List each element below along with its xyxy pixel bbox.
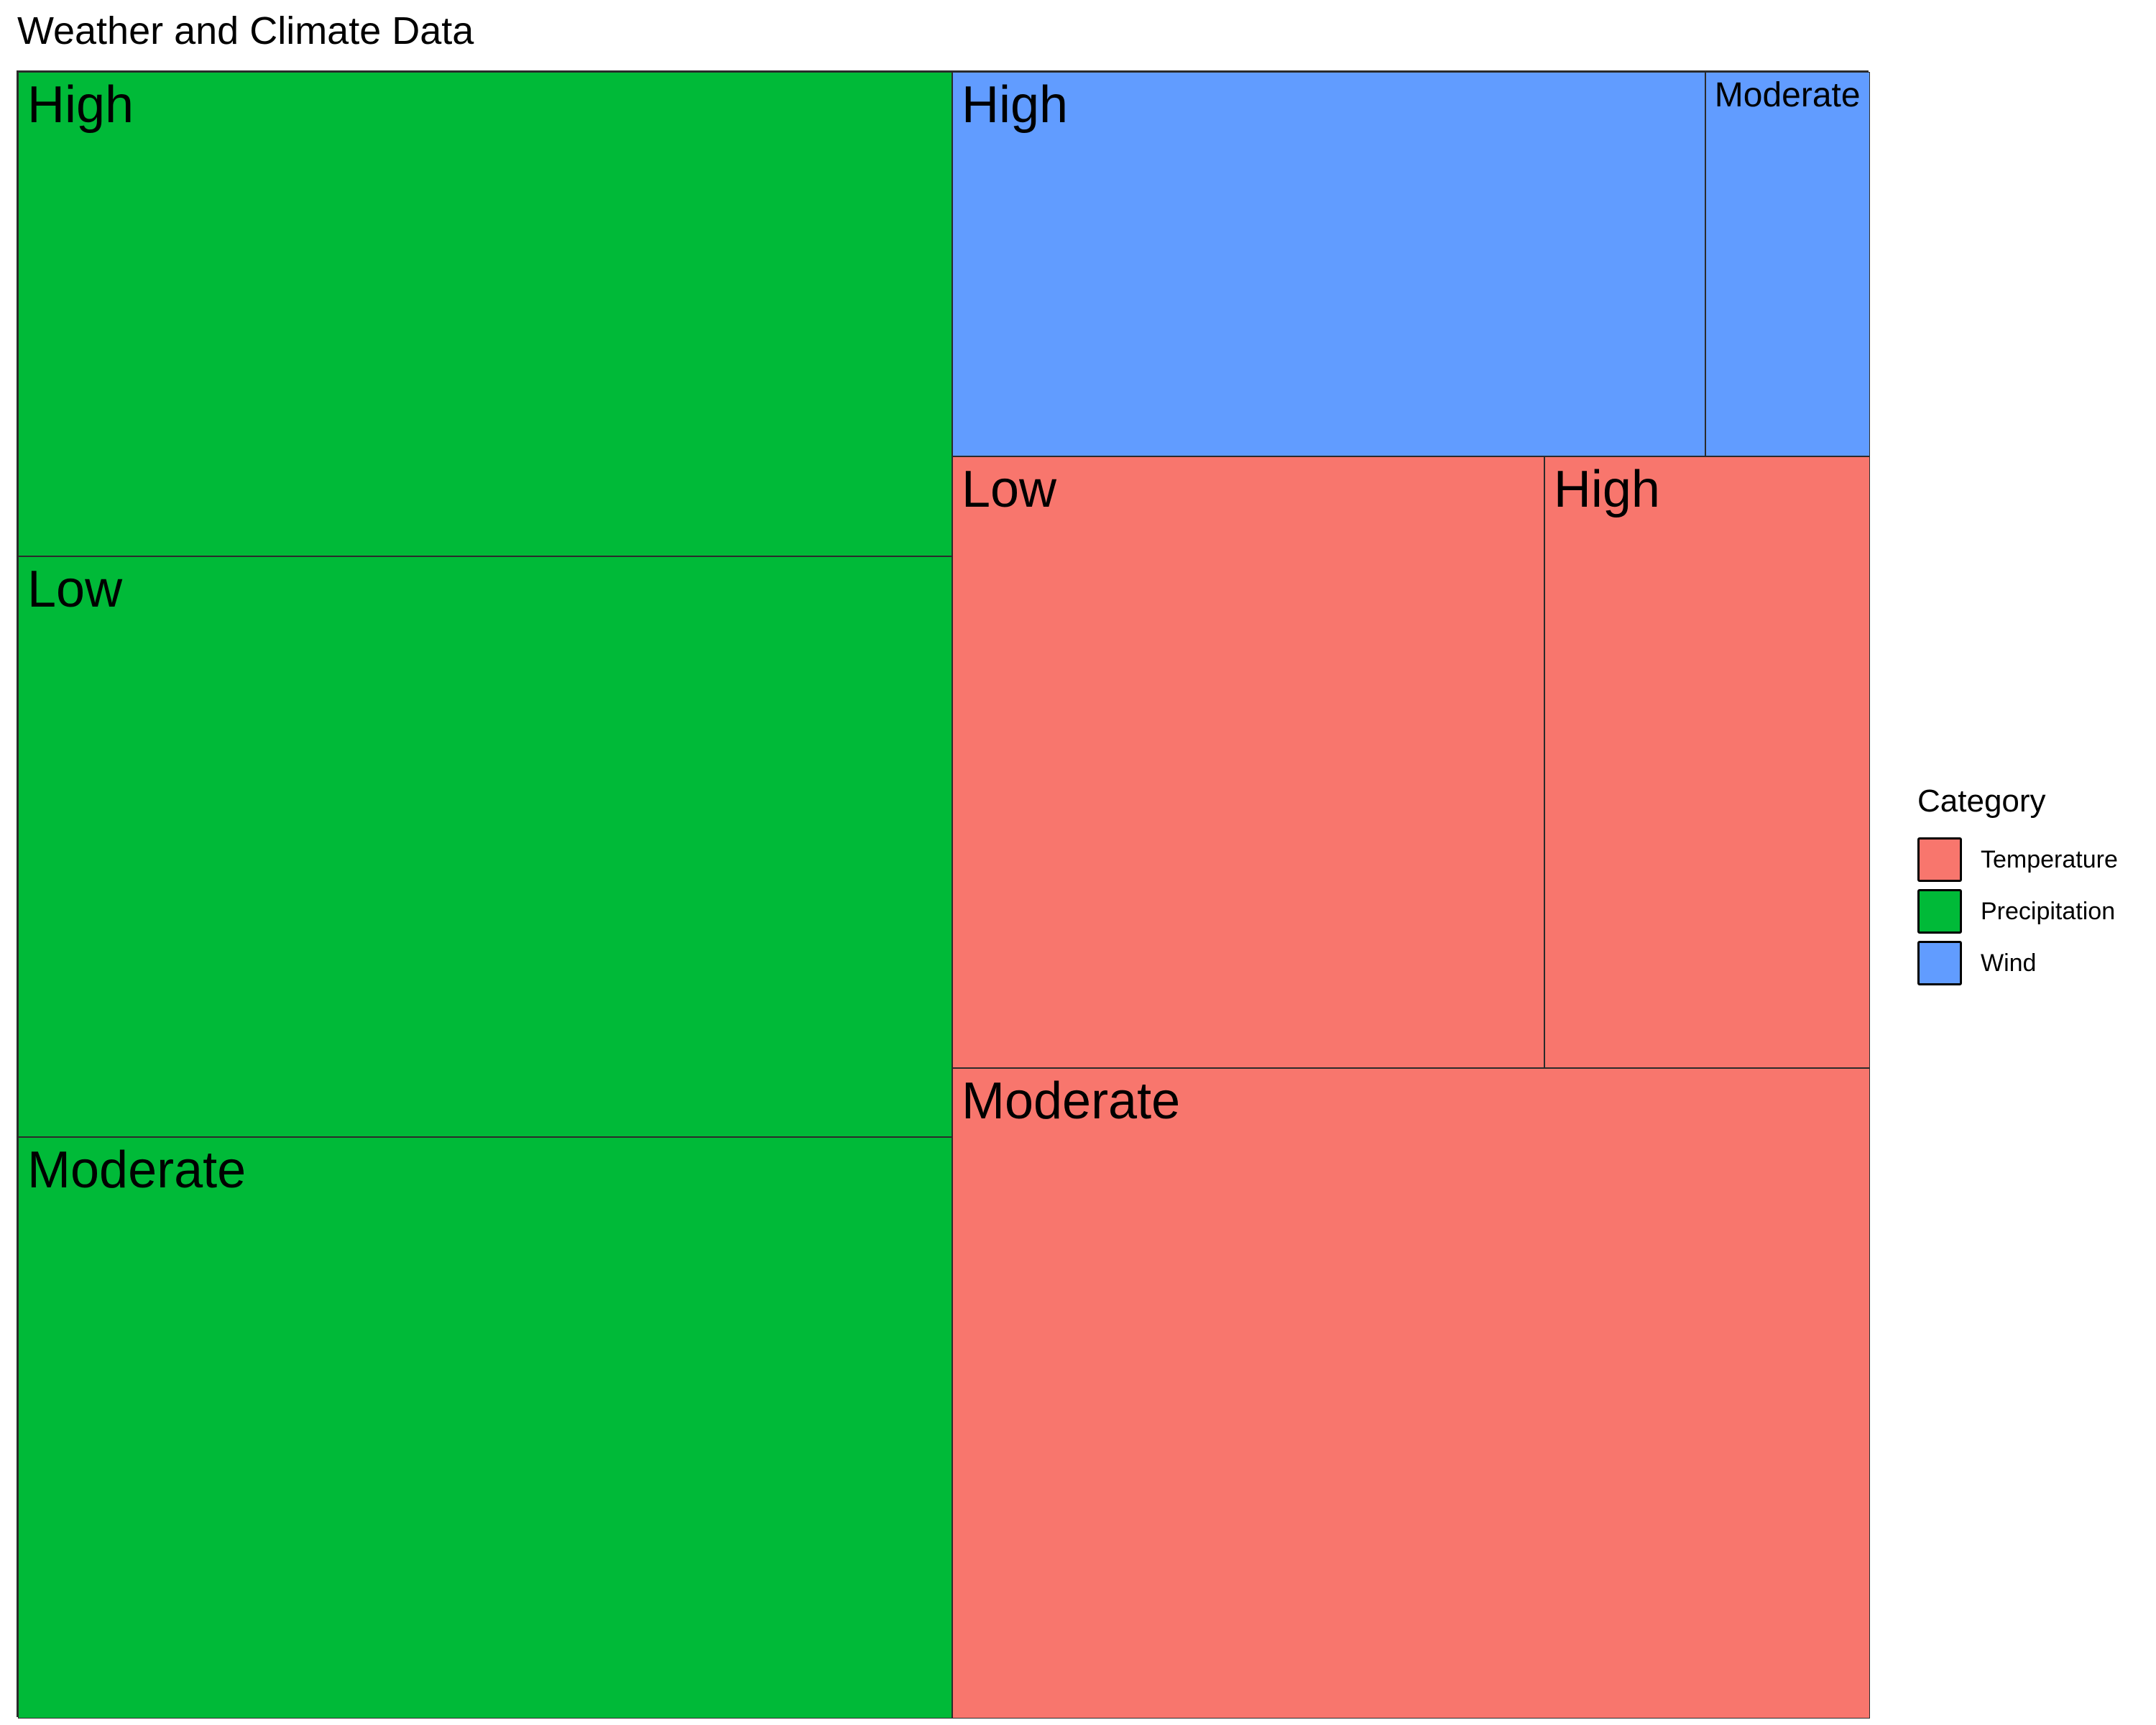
tile-label: Moderate bbox=[27, 1141, 247, 1200]
tile-wind-high: High bbox=[952, 72, 1705, 457]
tile-temperature-low: Low bbox=[952, 456, 1544, 1068]
treemap-plot-area: High Low Moderate High Moderate Low High Modera… bbox=[17, 70, 1870, 1719]
legend-swatch-temperature bbox=[1917, 837, 1962, 882]
tile-wind-moderate: Moderate bbox=[1705, 72, 1870, 457]
tile-label: Moderate bbox=[961, 1072, 1181, 1130]
chart-title: Weather and Climate Data bbox=[17, 9, 474, 52]
legend-swatch-precipitation bbox=[1917, 889, 1962, 934]
legend-item-temperature: Temperature bbox=[1917, 834, 2118, 886]
tile-label: Moderate bbox=[1714, 76, 1861, 114]
legend-title: Category bbox=[1917, 783, 2046, 819]
legend-item-wind: Wind bbox=[1917, 937, 2118, 989]
tile-temperature-moderate: Moderate bbox=[952, 1067, 1870, 1719]
tile-label: Low bbox=[27, 560, 123, 618]
tile-temperature-high: High bbox=[1544, 456, 1870, 1068]
tile-precipitation-high: High bbox=[18, 72, 952, 556]
legend-label-precipitation: Precipitation bbox=[1981, 897, 2116, 925]
legend-swatch-wind bbox=[1917, 941, 1962, 985]
tile-label: High bbox=[27, 76, 134, 134]
legend-label-wind: Wind bbox=[1981, 949, 2037, 977]
tile-precipitation-moderate: Moderate bbox=[18, 1137, 952, 1719]
legend-label-temperature: Temperature bbox=[1981, 845, 2118, 873]
legend: Category Temperature Precipitation Wind bbox=[1917, 783, 2118, 989]
tile-label: High bbox=[961, 76, 1069, 134]
legend-item-precipitation: Precipitation bbox=[1917, 886, 2118, 937]
tile-label: High bbox=[1553, 461, 1660, 519]
tile-label: Low bbox=[961, 461, 1057, 519]
tile-precipitation-low: Low bbox=[18, 556, 952, 1138]
